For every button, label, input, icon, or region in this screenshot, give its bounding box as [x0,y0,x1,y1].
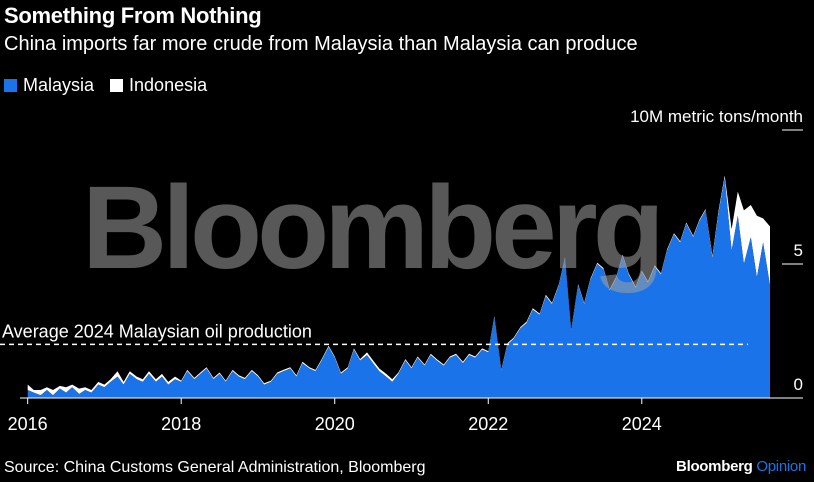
x-tick-label: 2022 [468,414,508,434]
chart-subtitle: China imports far more crude from Malays… [4,33,638,55]
brand-logo: Bloomberg Opinion [676,458,806,475]
brand-main: Bloomberg [676,458,753,475]
x-tick-label: 2024 [622,414,662,434]
legend: Malaysia Indonesia [4,75,223,96]
y-tick-label: 0 [794,375,803,394]
legend-label-indonesia: Indonesia [129,75,208,95]
x-tick-label: 2020 [315,414,355,434]
chart-title: Something From Nothing [4,3,262,28]
brand-sub: Opinion [756,458,806,475]
legend-swatch-malaysia [4,79,17,92]
legend-label-malaysia: Malaysia [23,75,95,95]
legend-item-malaysia: Malaysia [4,75,94,96]
x-tick-label: 2016 [8,414,48,434]
x-tick-label: 2018 [161,414,201,434]
y-tick-label: 5 [794,241,803,260]
legend-item-indonesia: Indonesia [110,75,207,96]
legend-swatch-indonesia [110,79,124,92]
y-tick-label: 10M metric tons/month [630,107,803,126]
source-note: Source: China Customs General Administra… [4,459,426,476]
series-area-malaysia [27,178,770,398]
annotation-label: Average 2024 Malaysian oil production [2,321,312,341]
